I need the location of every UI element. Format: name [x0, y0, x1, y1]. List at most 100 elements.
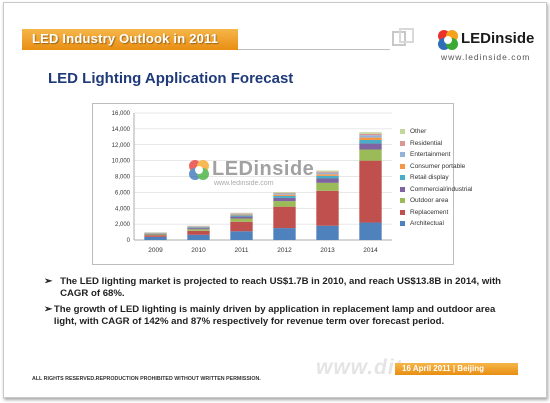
bar-segment	[316, 190, 339, 226]
bar-segment	[316, 225, 339, 240]
legend-swatch	[400, 221, 405, 227]
bar-segment	[187, 230, 210, 235]
bar-segment	[273, 194, 296, 196]
bar-segment	[273, 193, 296, 195]
bar-segment	[273, 195, 296, 198]
legend-label: Replacement	[410, 208, 449, 216]
y-tick-label: 0	[127, 238, 131, 244]
bar-segment	[359, 139, 382, 144]
bar-segment	[230, 213, 253, 215]
chart-legend: Other Residential Entertainment Consumer po…	[400, 126, 473, 230]
bar-segment	[359, 132, 382, 134]
bar-segment	[144, 233, 167, 235]
legend-item: Commercial/industrial	[400, 184, 473, 196]
legend-item: Other	[400, 126, 473, 138]
bar-segment	[273, 228, 296, 240]
slide-title: LED Lighting Application Forecast	[48, 70, 294, 87]
bar-segment	[187, 229, 210, 231]
bar-segment	[230, 221, 253, 232]
brand-name: LEDinside	[461, 30, 535, 47]
y-tick-label: 10,000	[112, 159, 131, 165]
y-tick-label: 4,000	[115, 206, 131, 212]
bar-segment	[316, 182, 339, 191]
header-divider	[238, 49, 390, 50]
bar-segment	[316, 178, 339, 183]
bar-segment	[316, 171, 339, 173]
bar-segment	[273, 201, 296, 207]
bar-segment	[273, 206, 296, 229]
y-tick-label: 14,000	[112, 127, 131, 133]
bullet-arrow-icon: ➢	[44, 276, 53, 287]
bar-segment	[230, 218, 253, 222]
legend-swatch	[400, 186, 405, 192]
legend-label: Retail display	[410, 174, 449, 182]
y-tick-label: 8,000	[115, 175, 131, 181]
legend-swatch	[400, 129, 405, 135]
legend-item: Outdoor area	[400, 195, 473, 207]
bar-segment	[230, 215, 253, 217]
legend-item: Replacement	[400, 207, 473, 219]
y-tick-label: 2,000	[115, 222, 131, 228]
bar-segment	[144, 234, 167, 236]
bar-segment	[359, 160, 382, 223]
legend-label: Commercial/industrial	[410, 185, 473, 193]
watermark-logo-icon	[189, 160, 209, 180]
legend-label: Other	[410, 128, 427, 136]
date-label: 16 April 2011 | Beijing	[402, 364, 484, 373]
bar-segment	[316, 172, 339, 175]
y-tick-label: 12,000	[112, 143, 131, 149]
bar-segment	[230, 214, 253, 216]
stacked-bar-chart: 0 2,000 4,000 6,000 8,000 10,000 12,000 14,000 1…	[112, 111, 392, 254]
bullet-arrow-icon: ➢	[44, 304, 53, 315]
legend-swatch	[400, 175, 405, 181]
bullet-list: ➢ The LED lighting market is projected t…	[44, 276, 514, 332]
bar-segment	[359, 143, 382, 150]
bar-segment	[273, 197, 296, 202]
bullet-text: The growth of LED lighting is mainly dri…	[53, 304, 496, 327]
y-tick-label: 6,000	[115, 190, 131, 196]
bar-segment	[144, 236, 167, 240]
watermark-url: www.ledinside.com	[214, 180, 274, 187]
ledinside-logo-icon	[438, 30, 458, 50]
legend-item: Consumer portable	[400, 161, 473, 173]
legend-swatch	[400, 152, 405, 158]
legend-label: Consumer portable	[410, 162, 466, 170]
x-tick-label: 2010	[191, 247, 206, 254]
bar-segment	[187, 228, 210, 230]
x-tick-label: 2014	[363, 247, 378, 254]
bar-segment	[273, 191, 296, 193]
footer-rights: ALL RIGHTS RESERVED.REPRODUCTION PROHIBI…	[32, 376, 261, 382]
legend-label: Entertainment	[410, 151, 451, 159]
bar-segment	[144, 235, 167, 237]
legend-label: Architectual	[410, 220, 444, 228]
watermark-brand: LEDinside	[212, 158, 315, 180]
x-tick-label: 2011	[235, 247, 249, 254]
bullet-text: The LED lighting market is projected to …	[60, 276, 502, 299]
bar-segment	[230, 231, 253, 240]
bar-segment	[230, 213, 253, 214]
bullet-item: ➢ The LED lighting market is projected t…	[44, 276, 514, 299]
legend-label: Residential	[410, 139, 443, 147]
legend-label: Outdoor area	[410, 197, 449, 205]
bar-segment	[316, 175, 339, 179]
bar-segment	[316, 174, 339, 176]
legend-swatch	[400, 140, 405, 146]
bottom-watermark-url: www.dit	[316, 356, 403, 379]
legend-item: Architectual	[400, 218, 473, 230]
bar-segment	[273, 192, 296, 194]
bar-segment	[230, 216, 253, 219]
bar-segment	[187, 234, 210, 240]
legend-swatch	[400, 209, 405, 215]
bar-segment	[359, 137, 382, 140]
bar-segment	[359, 149, 382, 161]
brand-url: www.ledinside.com	[441, 52, 531, 62]
legend-swatch	[400, 163, 405, 169]
decorative-squares-icon	[392, 28, 414, 46]
bar-segment	[316, 170, 339, 172]
x-tick-label: 2009	[148, 247, 163, 254]
date-bar	[395, 363, 518, 375]
legend-swatch	[400, 198, 405, 204]
legend-item: Retail display	[400, 172, 473, 184]
legend-item: Residential	[400, 138, 473, 150]
header-bar	[22, 29, 238, 50]
